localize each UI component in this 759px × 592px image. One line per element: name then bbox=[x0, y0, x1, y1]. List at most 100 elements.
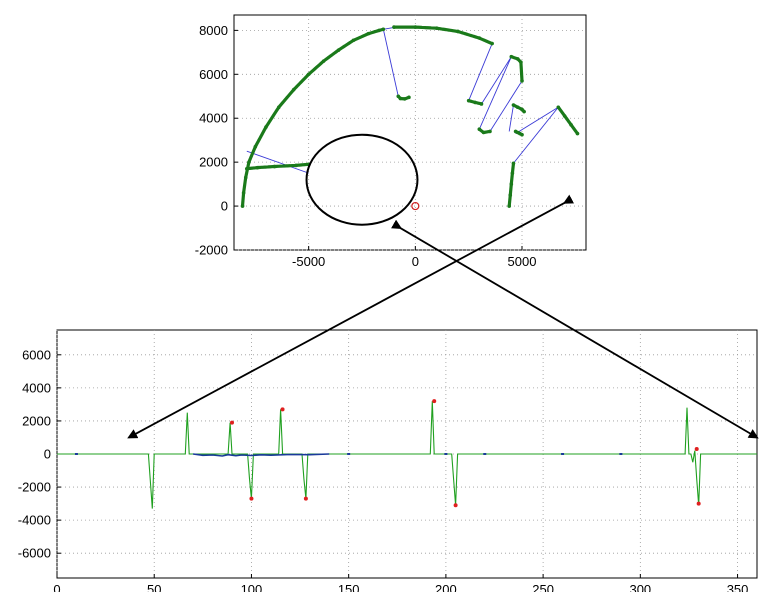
peak-marker bbox=[249, 496, 254, 501]
scan-point bbox=[366, 31, 371, 36]
scan-point bbox=[515, 105, 520, 110]
bottom-red-markers bbox=[230, 399, 701, 508]
bottom-xtick-label: 150 bbox=[338, 582, 360, 592]
bottom-xtick-label: 50 bbox=[147, 582, 161, 592]
top-grid bbox=[234, 15, 586, 251]
scan-point bbox=[488, 129, 492, 134]
top-ytick-label: 6000 bbox=[199, 67, 228, 82]
scan-point bbox=[321, 59, 326, 63]
bottom-tick-labels: 0 50 100 150 200 250 300 350 -6000 -4000 -2000 0 200… bbox=[18, 347, 749, 592]
scan-point bbox=[264, 125, 268, 129]
peak-marker bbox=[694, 447, 699, 452]
scan-point bbox=[407, 95, 411, 100]
bottom-xtick-label: 250 bbox=[532, 582, 554, 592]
scan-point bbox=[507, 204, 512, 208]
bottom-xtick-label: 200 bbox=[435, 582, 457, 592]
series-line-1 bbox=[192, 453, 330, 457]
scan-point bbox=[253, 144, 258, 149]
scan-point bbox=[277, 105, 281, 110]
scan-point bbox=[508, 193, 513, 197]
scan-point bbox=[479, 102, 484, 106]
scan-point bbox=[556, 105, 561, 110]
bottom-ytick-label: -2000 bbox=[18, 480, 51, 495]
link-line bbox=[246, 150, 309, 174]
scan-point bbox=[520, 79, 524, 83]
scan-point bbox=[473, 100, 477, 105]
bottom-ytick-label: -4000 bbox=[18, 513, 51, 528]
link-line bbox=[468, 43, 493, 101]
scan-point bbox=[519, 60, 523, 65]
scan-point-arc bbox=[392, 25, 494, 46]
scan-point bbox=[240, 204, 245, 208]
scan-point bbox=[377, 28, 381, 33]
scan-point bbox=[243, 175, 248, 180]
top-xtick-label: 0 bbox=[412, 254, 419, 269]
link-line bbox=[515, 106, 559, 134]
bottom-xtick-label: 350 bbox=[727, 582, 749, 592]
top-ytick-label: -2000 bbox=[195, 243, 228, 258]
scan-point bbox=[481, 130, 486, 135]
top-points bbox=[240, 25, 580, 208]
link-line bbox=[478, 56, 512, 130]
peak-marker bbox=[696, 501, 701, 506]
top-scan-plot: -5000 0 5000 -2000 0 2000 4000 6000 8000 bbox=[195, 14, 587, 269]
bottom-series-lines bbox=[57, 401, 757, 509]
scan-point bbox=[490, 41, 494, 46]
scan-point bbox=[510, 171, 515, 175]
scan-point bbox=[272, 164, 277, 169]
scan-point bbox=[562, 114, 567, 118]
peak-marker bbox=[303, 496, 308, 501]
scan-point bbox=[520, 132, 524, 137]
arrow-to-left bbox=[127, 194, 575, 439]
bottom-ytick-label: -6000 bbox=[18, 546, 51, 561]
scan-point bbox=[456, 29, 460, 34]
top-link-lines bbox=[246, 26, 559, 174]
scan-point bbox=[241, 191, 246, 195]
top-ytick-label: 8000 bbox=[199, 23, 228, 38]
bottom-xtick-label: 100 bbox=[241, 582, 263, 592]
scan-point bbox=[434, 26, 439, 30]
scan-point bbox=[515, 57, 520, 61]
link-line bbox=[508, 104, 514, 132]
scan-point bbox=[509, 54, 514, 59]
link-line bbox=[513, 106, 559, 164]
scan-point bbox=[509, 182, 514, 186]
peak-marker bbox=[280, 407, 285, 412]
top-xtick-label: 5000 bbox=[508, 254, 537, 269]
scan-point bbox=[402, 97, 407, 101]
scan-point bbox=[336, 48, 341, 52]
scan-point bbox=[351, 38, 356, 43]
bottom-ytick-label: 6000 bbox=[22, 347, 51, 362]
top-ytick-label: 0 bbox=[221, 199, 228, 214]
scan-point bbox=[477, 36, 482, 40]
bottom-xtick-label: 300 bbox=[629, 582, 651, 592]
scan-point bbox=[466, 98, 471, 103]
scan-point-arc bbox=[556, 105, 580, 136]
scan-point bbox=[511, 161, 516, 166]
scan-point bbox=[392, 25, 396, 29]
scan-point bbox=[511, 103, 516, 107]
bottom-ytick-label: 0 bbox=[44, 447, 51, 462]
top-plot-frame bbox=[233, 14, 587, 251]
scan-point bbox=[522, 109, 526, 114]
link-line bbox=[489, 80, 523, 132]
bottom-ytick-label: 4000 bbox=[22, 380, 51, 395]
top-ytick-label: 2000 bbox=[199, 155, 228, 170]
highlight-ellipse bbox=[305, 133, 419, 226]
scan-point bbox=[381, 27, 386, 32]
scan-point bbox=[413, 25, 418, 29]
peak-marker bbox=[432, 399, 437, 404]
top-ytick-label: 4000 bbox=[199, 111, 228, 126]
scan-point bbox=[569, 123, 573, 127]
scan-point bbox=[247, 160, 251, 164]
scan-point-arc bbox=[509, 55, 524, 83]
scan-point bbox=[291, 87, 296, 92]
link-line bbox=[481, 56, 512, 105]
arrow-to-right bbox=[390, 219, 759, 439]
scan-point bbox=[255, 165, 260, 170]
top-xtick-label: -5000 bbox=[292, 254, 325, 269]
scan-point bbox=[245, 166, 249, 171]
link-line bbox=[382, 29, 399, 97]
peak-marker bbox=[230, 420, 234, 425]
